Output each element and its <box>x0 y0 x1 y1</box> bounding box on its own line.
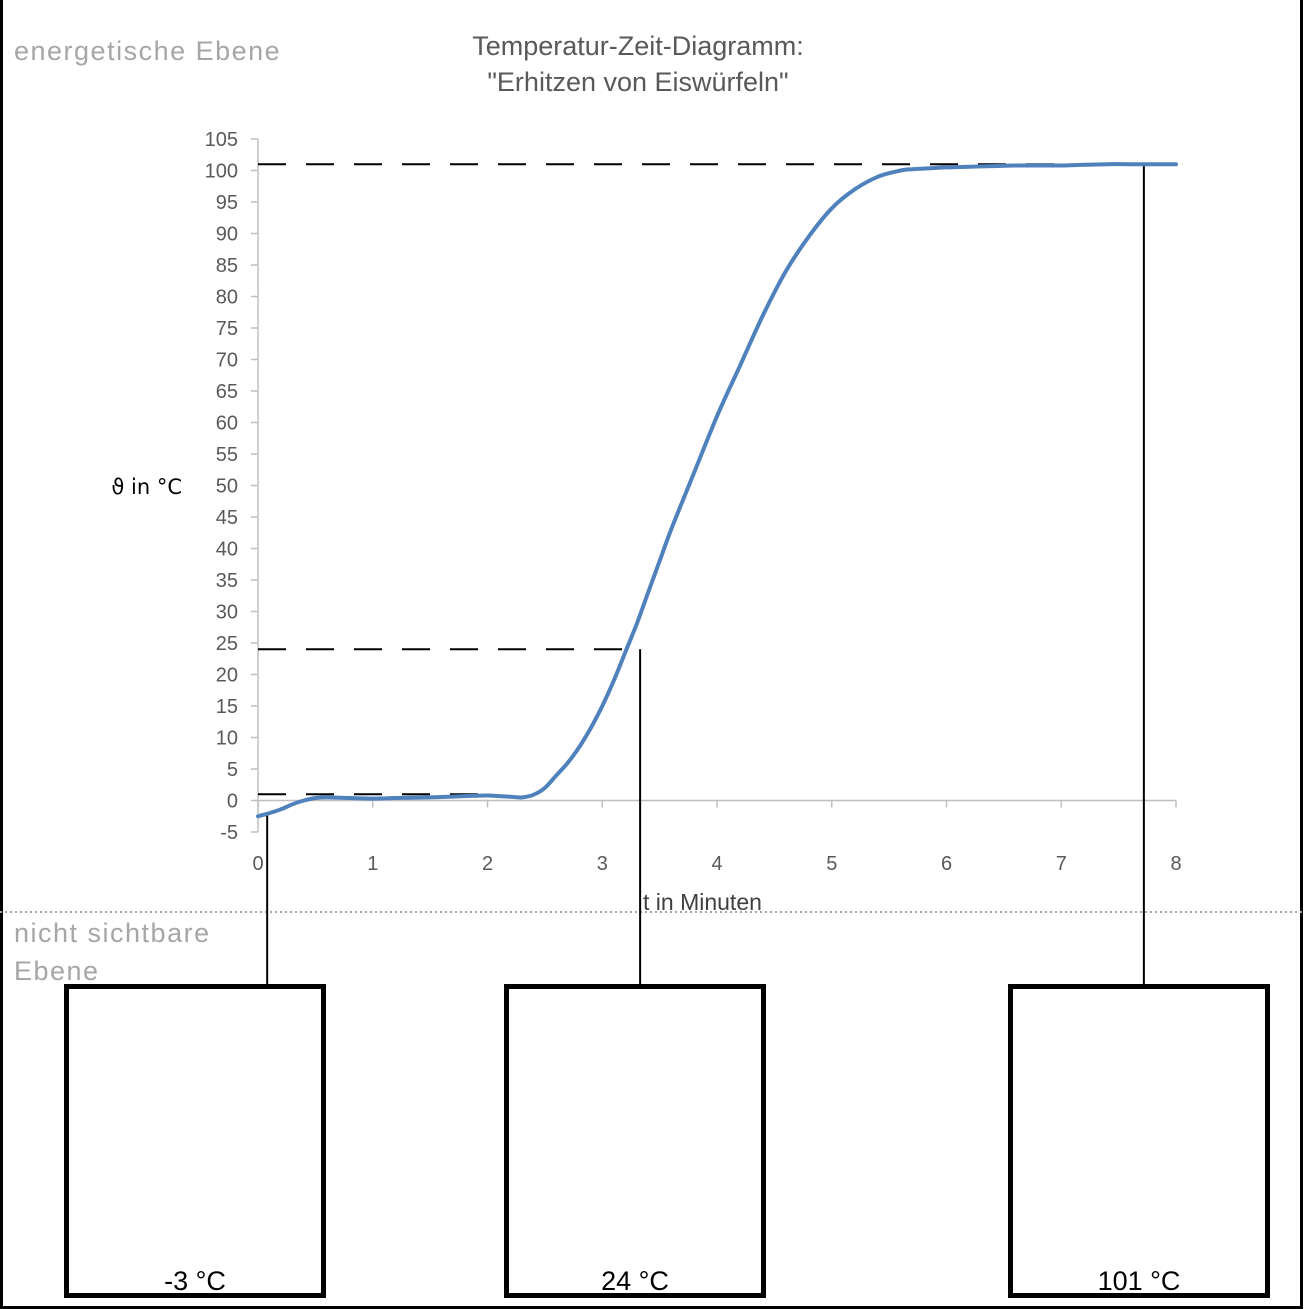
box-label-1: -3 °C <box>164 1266 226 1296</box>
x-tick-label: 6 <box>941 853 952 875</box>
chart-title-line2: "Erhitzen von Eiswürfeln" <box>487 67 788 97</box>
x-tick-label: 7 <box>1056 853 1067 875</box>
x-tick-label: 0 <box>252 853 263 875</box>
y-tick-label: 105 <box>205 129 238 151</box>
particle-box-2 <box>504 984 766 1298</box>
x-axis-label: t in Minuten <box>643 889 762 915</box>
x-tick-label: 8 <box>1170 853 1181 875</box>
y-tick-label: 60 <box>216 413 238 435</box>
layer-label-invisible: nicht sichtbare Ebene <box>14 918 211 986</box>
y-tick-label: 25 <box>216 633 238 655</box>
y-tick-label: 30 <box>216 602 238 624</box>
y-tick-label: 100 <box>205 161 238 183</box>
y-tick-label: 45 <box>216 507 238 529</box>
y-tick-label: 10 <box>216 728 238 750</box>
layer-label-energetic: energetische Ebene <box>14 36 282 66</box>
series-group <box>256 162 1178 819</box>
y-tick-label: 40 <box>216 539 238 561</box>
y-tick-label: 0 <box>227 791 238 813</box>
y-tick-label: 65 <box>216 381 238 403</box>
x-tick-label: 5 <box>826 853 837 875</box>
box-label-3: 101 °C <box>1097 1266 1181 1296</box>
y-axis-label: ϑ in °C <box>111 475 182 499</box>
temperature-series-line <box>256 162 1178 819</box>
y-tick-label: 20 <box>216 665 238 687</box>
particle-box-3 <box>1008 984 1270 1298</box>
x-tick-label: 3 <box>597 853 608 875</box>
x-tick-label: 4 <box>711 853 722 875</box>
y-tick-label: 50 <box>216 476 238 498</box>
y-tick-label: -5 <box>220 822 238 844</box>
x-tick-label: 2 <box>482 853 493 875</box>
guide-lines <box>258 163 1145 984</box>
y-tick-label: 75 <box>216 318 238 340</box>
particle-box-1 <box>64 984 326 1298</box>
y-tick-label: 85 <box>216 255 238 277</box>
chart-title-line1: Temperatur-Zeit-Diagramm: <box>472 31 804 61</box>
axes-group: -505101520253035404550556065707580859095… <box>205 129 1182 875</box>
y-tick-label: 80 <box>216 287 238 309</box>
y-tick-label: 55 <box>216 444 238 466</box>
y-tick-label: 95 <box>216 192 238 214</box>
x-tick-label: 1 <box>367 853 378 875</box>
y-tick-label: 70 <box>216 350 238 372</box>
y-tick-label: 35 <box>216 570 238 592</box>
y-tick-label: 5 <box>227 759 238 781</box>
box-label-2: 24 °C <box>601 1266 669 1296</box>
y-tick-label: 90 <box>216 224 238 246</box>
y-tick-label: 15 <box>216 696 238 718</box>
